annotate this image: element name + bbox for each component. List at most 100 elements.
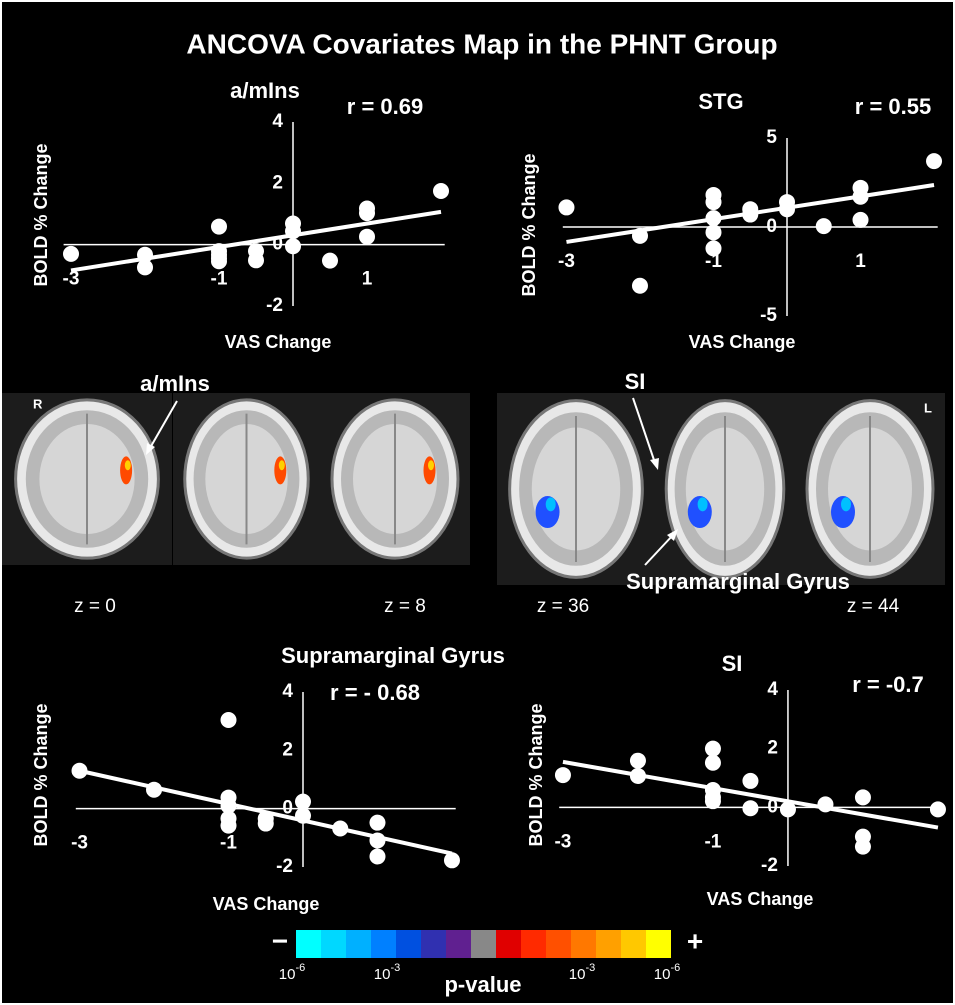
arrow-head	[146, 443, 155, 455]
colorbar-label: 10-6	[654, 962, 680, 983]
point	[929, 801, 946, 818]
colorbar-cell	[621, 930, 646, 958]
point	[854, 838, 871, 855]
chart-title: SI	[722, 651, 743, 676]
side-label: L	[924, 400, 932, 415]
activation	[545, 497, 556, 512]
colorbar-cell	[496, 930, 521, 958]
point	[137, 246, 153, 263]
colorbar-cell	[646, 930, 671, 958]
colorbar-title: p-value	[444, 972, 521, 997]
point	[854, 789, 871, 806]
point	[294, 807, 311, 824]
activation	[278, 460, 285, 471]
point	[220, 712, 237, 728]
point	[285, 223, 301, 240]
point	[779, 201, 796, 218]
y-tick-label: 4	[272, 111, 283, 132]
point	[779, 801, 796, 818]
y-tick-label: 5	[766, 127, 777, 148]
y-axis-label: BOLD % Change	[519, 153, 539, 296]
point	[558, 199, 575, 216]
point	[852, 188, 869, 205]
point	[322, 252, 338, 269]
point	[359, 205, 375, 222]
point	[742, 206, 759, 223]
colorbar-cell	[371, 930, 396, 958]
y-tick-label: 0	[282, 798, 293, 819]
trendline	[70, 209, 442, 273]
point	[705, 224, 722, 241]
colorbar-cell	[446, 930, 471, 958]
region-label: SI	[625, 369, 646, 394]
colorbar-cell	[521, 930, 546, 958]
colorbar-plus: +	[687, 925, 703, 956]
x-axis-label: VAS Change	[213, 894, 320, 914]
point	[705, 240, 722, 257]
y-tick-label: 4	[767, 679, 778, 700]
point	[815, 218, 832, 235]
point	[852, 211, 869, 228]
colorbar-cell	[321, 930, 346, 958]
point	[369, 848, 386, 865]
colorbar-cell	[396, 930, 421, 958]
colorbar-cell	[296, 930, 321, 958]
annotation: r = -0.7	[852, 672, 924, 697]
arrow	[149, 400, 178, 449]
x-tick-label: -3	[558, 251, 575, 272]
label-base: 10	[569, 966, 586, 983]
arrow-head	[650, 458, 659, 470]
point	[742, 800, 759, 817]
label-exponent: -3	[390, 962, 400, 974]
slice-label: z = 8	[384, 596, 426, 617]
y-tick-label: 0	[767, 796, 778, 817]
activation	[274, 456, 287, 485]
point	[71, 762, 88, 779]
region-label: Supramarginal Gyrus	[626, 569, 850, 594]
y-tick-label: -2	[276, 856, 293, 877]
colorbar-label: 10-3	[569, 962, 595, 983]
annotation: r = 0.69	[347, 94, 423, 119]
x-tick-label: -1	[704, 831, 721, 852]
x-tick-label: -3	[554, 831, 571, 852]
colorbar-cell	[596, 930, 621, 958]
point	[257, 815, 274, 832]
y-axis-label: BOLD % Change	[31, 143, 51, 286]
point	[631, 277, 648, 294]
y-tick-label: 0	[766, 216, 777, 237]
label-base: 10	[374, 966, 391, 983]
chart-title: a/mIns	[230, 78, 300, 103]
arrow	[644, 534, 674, 566]
x-tick-label: 1	[362, 269, 373, 290]
x-tick-label: 1	[855, 251, 866, 272]
colorbar-label: 10-6	[279, 962, 305, 983]
side-label: R	[33, 396, 43, 411]
label-exponent: -6	[670, 962, 680, 974]
label-base: 10	[279, 966, 296, 983]
x-axis-label: VAS Change	[225, 332, 332, 352]
y-axis-label: BOLD % Change	[31, 703, 51, 846]
point	[629, 752, 646, 769]
point	[359, 228, 375, 245]
x-axis-label: VAS Change	[707, 889, 814, 909]
brain-panel	[2, 393, 945, 585]
point	[631, 227, 648, 244]
point	[554, 767, 571, 784]
annotation: r = 0.55	[855, 94, 931, 119]
y-tick-label: 2	[767, 738, 778, 759]
chart-title: Supramarginal Gyrus	[281, 643, 505, 668]
colorbar-cell	[421, 930, 446, 958]
point	[211, 218, 227, 235]
colorbar-cell	[471, 930, 496, 958]
label-exponent: -3	[585, 962, 595, 974]
slice-label: z = 36	[537, 596, 589, 617]
x-axis-label: VAS Change	[689, 332, 796, 352]
point	[704, 740, 721, 757]
activation	[841, 497, 851, 512]
point	[369, 832, 386, 849]
y-tick-label: 2	[272, 172, 283, 193]
point	[294, 793, 311, 810]
x-tick-label: -1	[220, 833, 237, 854]
activation	[423, 456, 436, 485]
